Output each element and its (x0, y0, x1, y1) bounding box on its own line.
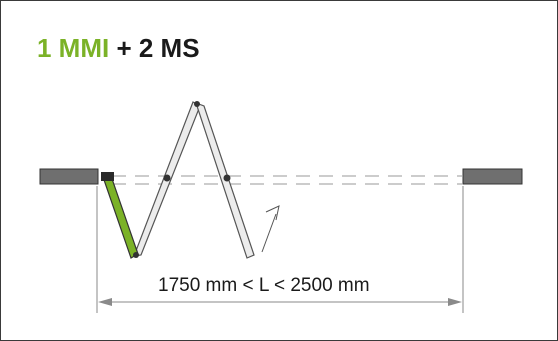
panel-1-active (102, 172, 139, 259)
title-rest: + 2 MS (116, 33, 200, 63)
dim-arrow-left (98, 298, 112, 306)
right-jamb (462, 168, 523, 185)
dim-arrow-right (448, 298, 462, 306)
hinge-bottom (133, 252, 139, 258)
hinge-top (194, 101, 200, 107)
pivot-hinge (101, 172, 114, 181)
motion-arrow-shaft (261, 213, 277, 253)
motion-arrow-head (265, 205, 280, 221)
carrier-1 (163, 174, 171, 182)
title-highlight: 1 MMI (37, 33, 110, 63)
carrier-2 (223, 174, 231, 182)
diagram-title: 1 MMI + 2 MS (37, 33, 200, 63)
left-jamb (39, 168, 99, 185)
dimension-label: 1750 mm < L < 2500 mm (158, 275, 370, 296)
